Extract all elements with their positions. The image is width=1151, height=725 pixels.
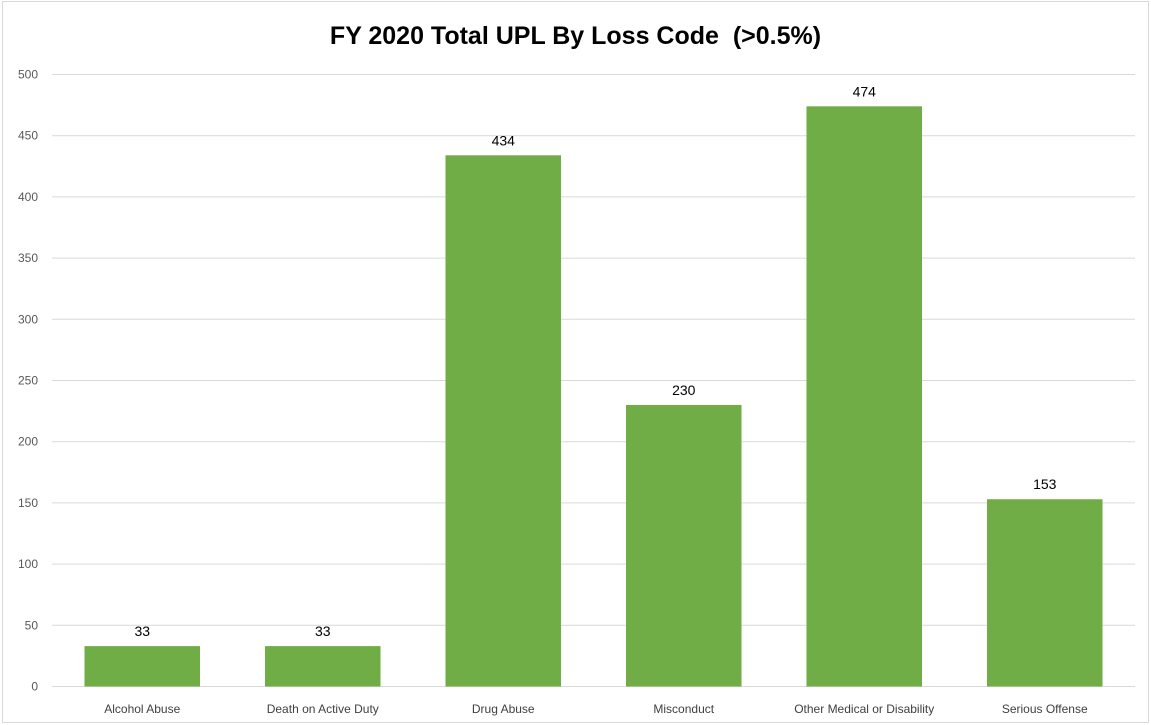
y-tick-label: 200 <box>18 435 38 449</box>
y-tick-label: 300 <box>18 312 38 326</box>
data-label: 434 <box>492 132 516 148</box>
chart-title: FY 2020 Total UPL By Loss Code (>0.5%) <box>329 22 822 50</box>
y-tick-label: 350 <box>18 251 38 265</box>
x-tick-label: Misconduct <box>653 702 714 716</box>
y-tick-label: 50 <box>25 618 39 632</box>
y-tick-label: 100 <box>18 557 38 571</box>
x-tick-label: Drug Abuse <box>472 702 535 716</box>
bar <box>445 155 562 687</box>
data-label: 474 <box>853 83 877 99</box>
bar <box>84 646 201 687</box>
bar <box>625 404 742 687</box>
data-label: 230 <box>672 382 696 398</box>
bars <box>84 106 1103 687</box>
bar <box>806 106 923 687</box>
y-tick-label: 450 <box>18 129 38 143</box>
y-tick-label: 250 <box>18 374 38 388</box>
bar <box>264 646 381 687</box>
data-labels: 33 33 434 230 474 153 <box>134 83 1056 639</box>
y-tick-label: 400 <box>18 190 38 204</box>
x-axis-categories: Alcohol Abuse Death on Active Duty Drug Ab… <box>104 702 1088 716</box>
data-label: 153 <box>1033 476 1057 492</box>
y-axis-ticks: 0 50 100 150 200 250 300 350 400 450 500 <box>18 68 38 694</box>
x-tick-label: Alcohol Abuse <box>104 702 180 716</box>
data-label: 33 <box>315 623 331 639</box>
bar <box>986 499 1103 687</box>
gridlines <box>52 74 1135 687</box>
x-tick-label: Other Medical or Disability <box>794 702 934 716</box>
x-tick-label: Death on Active Duty <box>267 702 379 716</box>
y-tick-label: 0 <box>31 680 38 694</box>
x-tick-label: Serious Offense <box>1002 702 1088 716</box>
data-label: 33 <box>134 623 150 639</box>
y-tick-label: 150 <box>18 496 38 510</box>
y-tick-label: 500 <box>18 68 38 82</box>
